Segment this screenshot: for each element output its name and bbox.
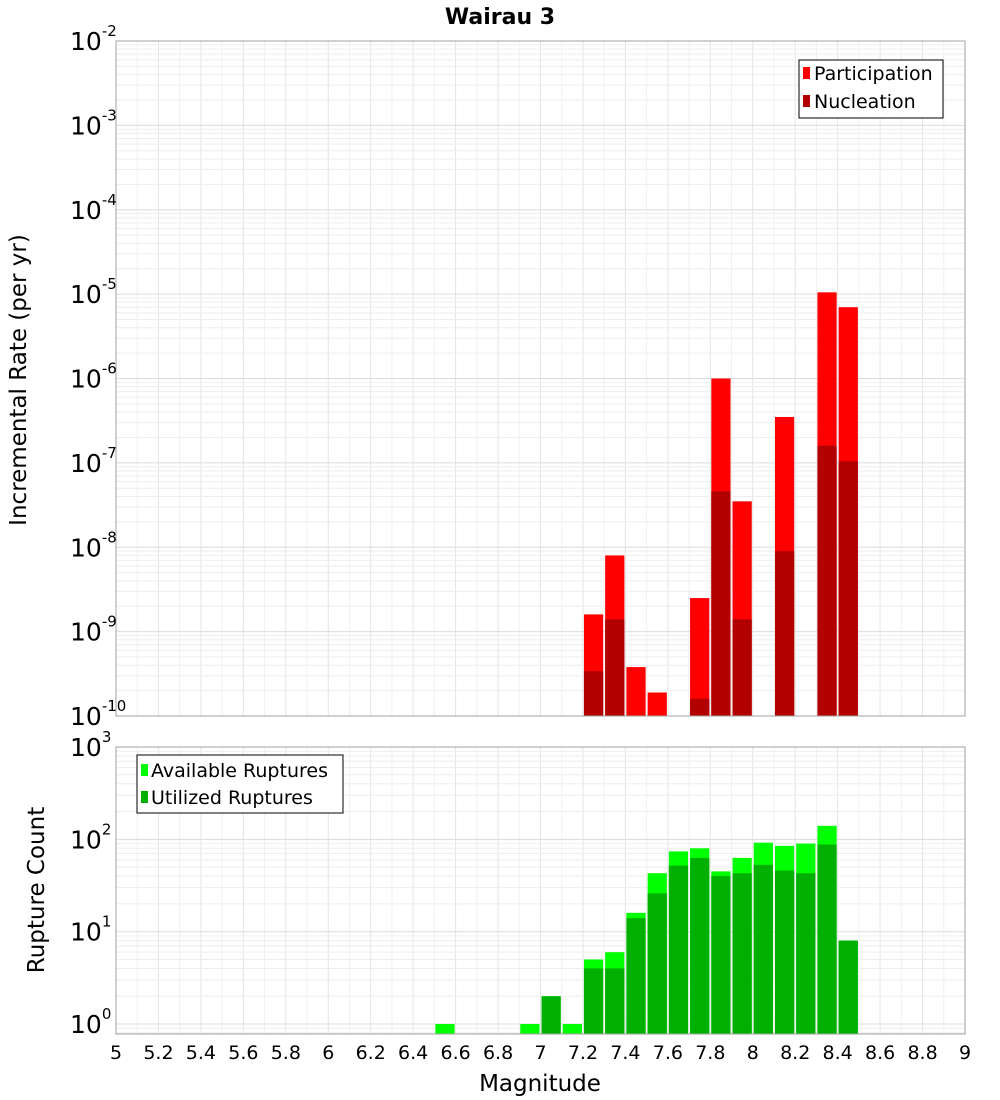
x-ticks: 5 5.2 5.4 5.6 5.8 6 6.2 6.4 6.6 6.8 7 7.2 7.4 7.6 7.8 8…: [110, 1042, 971, 1064]
nucleation-bar: [690, 698, 710, 716]
x-tick-label: 5.8: [271, 1042, 301, 1064]
x-tick-label: 5.4: [186, 1042, 216, 1064]
rate-y-tick-label: 10-4: [70, 191, 117, 225]
nucleation-bar: [583, 671, 604, 716]
utilized-ruptures-bar: [732, 873, 752, 1034]
x-tick-label: 9: [959, 1042, 971, 1064]
nucleation-legend-label: Nucleation: [814, 91, 916, 113]
nucleation-bar: [732, 619, 752, 716]
utilized-ruptures-bar: [626, 918, 646, 1034]
utilized-ruptures-bar: [774, 870, 795, 1034]
x-tick-label: 5.2: [143, 1042, 173, 1064]
count-legend: Available Ruptures Utilized Ruptures: [136, 754, 344, 814]
rate-bars: [583, 292, 858, 716]
x-tick-label: 7.8: [695, 1042, 725, 1064]
utilized-ruptures-bar: [647, 893, 667, 1034]
rate-legend: Participation Nucleation: [798, 59, 944, 119]
participation-legend-swatch: [803, 67, 810, 79]
x-tick-label: 6: [322, 1042, 334, 1064]
count-y-tick-label: 102: [70, 820, 111, 854]
utilized-ruptures-bar: [541, 996, 561, 1034]
utilized-ruptures-bar: [838, 940, 858, 1034]
x-tick-label: 5.6: [228, 1042, 258, 1064]
rate-y-tick-label: 10-2: [70, 22, 117, 56]
nucleation-bar: [817, 445, 837, 716]
rate-grid: [115, 41, 966, 717]
nucleation-bar: [711, 491, 731, 716]
x-tick-label: 6.4: [398, 1042, 428, 1064]
utilized-legend-swatch: [141, 791, 148, 803]
utilized-ruptures-bar: [753, 864, 773, 1034]
x-tick-label: 8.6: [865, 1042, 895, 1064]
available-ruptures-bar: [435, 1024, 455, 1034]
x-tick-label: 6.2: [356, 1042, 386, 1064]
available-ruptures-bar: [562, 1024, 582, 1034]
x-tick-label: 7.6: [653, 1042, 683, 1064]
x-tick-label: 7.2: [568, 1042, 598, 1064]
count-y-tick-label: 100: [70, 1005, 111, 1039]
x-tick-label: 6.8: [483, 1042, 513, 1064]
x-tick-label: 8.4: [823, 1042, 853, 1064]
available-ruptures-bar: [520, 1024, 540, 1034]
rate-plot: 10-10 10-9 10-8 10-7 10-6 10-5 10-4 10-3 10-2 In…: [6, 22, 966, 731]
utilized-ruptures-bar: [605, 968, 625, 1034]
rate-y-tick-label: 10-8: [70, 528, 117, 562]
x-axis-label: Magnitude: [479, 1071, 601, 1097]
utilized-ruptures-bar: [817, 844, 837, 1034]
nucleation-bar: [605, 619, 625, 716]
rate-y-tick-label: 10-9: [70, 613, 117, 647]
utilized-ruptures-bar: [796, 873, 816, 1034]
x-tick-label: 8: [747, 1042, 759, 1064]
rate-y-tick-label: 10-10: [70, 697, 126, 731]
count-bars: [435, 825, 858, 1034]
nucleation-bar: [838, 461, 858, 716]
count-y-tick-label: 103: [70, 728, 111, 762]
x-tick-label: 7.4: [610, 1042, 640, 1064]
x-tick-label: 8.8: [907, 1042, 937, 1064]
count-legend-box: [136, 754, 344, 814]
utilized-ruptures-bar: [690, 857, 710, 1034]
rate-y-ticks: 10-10 10-9 10-8 10-7 10-6 10-5 10-4 10-3 10-2: [70, 22, 126, 731]
utilized-ruptures-bar: [668, 865, 689, 1034]
rate-y-tick-label: 10-5: [70, 275, 117, 309]
count-y-ticks: 100 101 102 103: [70, 728, 111, 1039]
x-tick-label: 8.2: [780, 1042, 810, 1064]
available-legend-label: Available Ruptures: [151, 760, 328, 782]
count-y-axis-label: Rupture Count: [24, 807, 50, 973]
participation-bar: [690, 598, 710, 716]
rate-plot-border: [115, 40, 966, 717]
rate-y-axis-label: Incremental Rate (per yr): [6, 234, 32, 526]
nucleation-bar: [774, 551, 795, 716]
x-tick-label: 6.6: [440, 1042, 470, 1064]
utilized-legend-label: Utilized Ruptures: [151, 787, 313, 809]
nucleation-legend-swatch: [803, 95, 810, 107]
rate-legend-box: [798, 59, 944, 119]
utilized-ruptures-bar: [711, 876, 731, 1034]
participation-bar: [647, 692, 667, 716]
count-plot-border: [115, 746, 966, 1035]
count-plot: 100 101 102 103 5 5.2 5.4 5.6 5.8 6 6.2 6.4 6.6 6.8 7…: [24, 728, 971, 1097]
rate-y-tick-label: 10-7: [70, 444, 117, 478]
chart-title: Wairau 3: [445, 5, 555, 30]
x-tick-label: 5: [110, 1042, 122, 1064]
rate-y-tick-label: 10-6: [70, 360, 117, 394]
count-y-tick-label: 101: [70, 913, 111, 947]
participation-bar: [626, 667, 646, 716]
available-legend-swatch: [141, 764, 148, 776]
utilized-ruptures-bar: [583, 968, 604, 1034]
rate-y-tick-label: 10-3: [70, 106, 117, 140]
participation-legend-label: Participation: [814, 63, 933, 85]
x-tick-label: 7: [534, 1042, 546, 1064]
